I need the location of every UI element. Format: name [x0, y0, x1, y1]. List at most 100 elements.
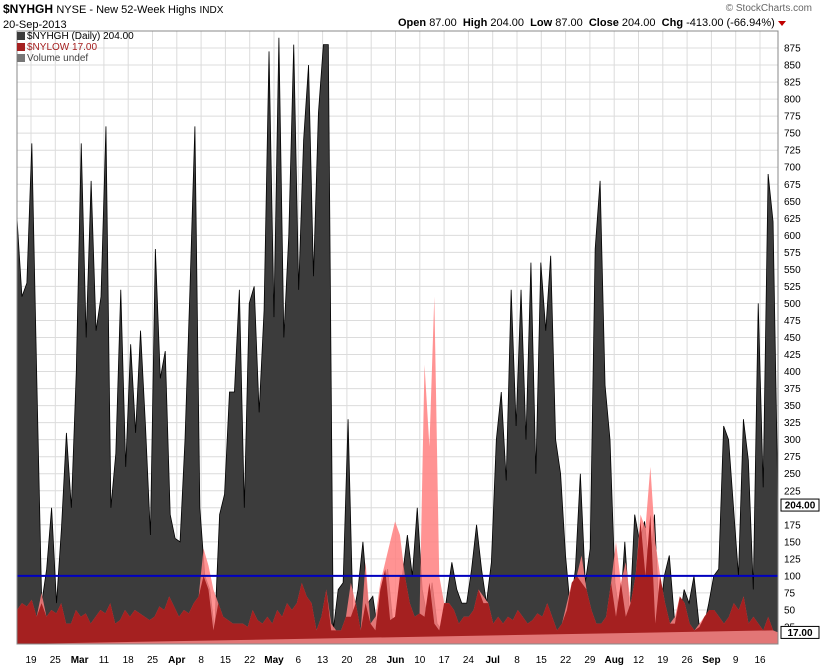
y-tick-label: 750 — [784, 129, 801, 140]
x-tick-label: 8 — [198, 655, 204, 666]
y-tick-label: 850 — [784, 61, 801, 72]
y-tick-label: 875 — [784, 44, 801, 55]
chart-date: 20-Sep-2013 — [3, 19, 67, 31]
y-tick-label: 425 — [784, 350, 801, 361]
y-tick-label: 450 — [784, 333, 801, 344]
open-value: 87.00 — [429, 17, 457, 29]
legend-item-nyhgh: $NYHGH (Daily) 204.00 — [17, 31, 134, 42]
y-tick-label: 675 — [784, 180, 801, 191]
y-tick-label: 625 — [784, 214, 801, 225]
legend-item-nylow: $NYLOW 17.00 — [17, 42, 97, 53]
low-value: 87.00 — [555, 17, 583, 29]
x-tick-label: 25 — [147, 655, 159, 666]
x-tick-label: 16 — [754, 655, 766, 666]
y-tick-label: 400 — [784, 367, 801, 378]
nylow-area — [17, 296, 778, 644]
y-tick-label: 275 — [784, 452, 801, 463]
y-tick-label: 225 — [784, 486, 801, 497]
x-tick-label: 11 — [99, 655, 110, 666]
x-tick-label: 17 — [439, 655, 451, 666]
bar-icon — [17, 54, 25, 62]
last-value-tag-lows-box — [780, 625, 820, 639]
y-tick-label: 600 — [784, 231, 801, 242]
x-tick-label: 10 — [414, 655, 426, 666]
x-tick-label: 15 — [220, 655, 232, 666]
x-tick-label: 8 — [514, 655, 520, 666]
x-tick-label: 28 — [366, 655, 378, 666]
y-tick-label: 800 — [784, 95, 801, 106]
x-tick-label: Jun — [387, 655, 405, 666]
x-tick-label: Sep — [702, 655, 720, 666]
y-tick-label: 575 — [784, 248, 801, 259]
y-tick-label: 725 — [784, 146, 801, 157]
y-tick-label: 250 — [784, 469, 801, 480]
y-tick-label: 175 — [784, 520, 801, 531]
last-value-tag-highs-box — [780, 498, 820, 512]
y-tick-label: 550 — [784, 265, 801, 276]
x-tick-label: Apr — [168, 655, 185, 666]
close-label: Close — [588, 17, 619, 29]
symbol-description: NYSE - New 52-Week Highs — [56, 4, 197, 16]
y-axis: 2550751001251501752002252502753003253503… — [784, 44, 801, 634]
y-tick-label: 300 — [784, 435, 801, 446]
y-tick-label: 650 — [784, 197, 801, 208]
y-tick-label: 50 — [784, 605, 796, 616]
x-axis: 19 25 Mar 11 18 25 Apr 8 15 22 May 6 13 20 28 Jun 10 17 24… — [25, 655, 766, 666]
x-tick-label: Aug — [604, 655, 623, 666]
x-tick-label: 24 — [463, 655, 475, 666]
x-tick-label: 13 — [317, 655, 329, 666]
ohlc-readout: Open 87.00 High 204.00 Low 87.00 Close 2… — [398, 17, 786, 29]
x-tick-label: 12 — [633, 655, 645, 666]
exchange: INDX — [199, 5, 224, 16]
legend-label-volume: Volume undef — [27, 53, 89, 64]
x-tick-label: 19 — [657, 655, 669, 666]
down-arrow-icon — [777, 20, 786, 26]
area-icon — [17, 32, 25, 40]
x-tick-label: 15 — [536, 655, 548, 666]
open-label: Open — [398, 17, 427, 29]
high-label: High — [462, 17, 488, 29]
x-tick-label: 6 — [296, 655, 302, 666]
x-tick-label: 20 — [341, 655, 353, 666]
high-value: 204.00 — [490, 17, 525, 29]
symbol: $NYHGH — [3, 2, 54, 16]
plot-frame — [16, 30, 779, 645]
area-icon — [17, 43, 25, 51]
chg-label: Chg — [661, 17, 684, 29]
low-label: Low — [530, 17, 553, 29]
x-tick-label: 18 — [123, 655, 135, 666]
y-tick-label: 375 — [784, 384, 801, 395]
y-tick-label: 700 — [784, 163, 801, 174]
last-value-tags: 204.00 17.00 — [780, 498, 820, 639]
x-tick-label: Jul — [485, 655, 500, 666]
symbol-title: $NYHGH NYSE - New 52-Week Highs INDX — [3, 2, 223, 16]
y-tick-label: 325 — [784, 418, 801, 429]
legend-label-nylow: $NYLOW 17.00 — [27, 42, 98, 53]
y-tick-label: 525 — [784, 282, 801, 293]
last-value-tag-highs-text: 204.00 — [785, 501, 816, 512]
stockcharts-credit[interactable]: © StockCharts.com — [725, 3, 812, 14]
y-tick-label: 100 — [784, 571, 801, 582]
y-tick-label: 125 — [784, 554, 801, 565]
legend-item-volume: Volume undef — [17, 53, 88, 64]
x-tick-label: 22 — [560, 655, 572, 666]
x-tick-label: 19 — [25, 655, 37, 666]
y-tick-label: 825 — [784, 78, 801, 89]
x-tick-label: May — [264, 655, 284, 666]
y-tick-label: 475 — [784, 316, 801, 327]
x-tick-label: 22 — [244, 655, 256, 666]
y-tick-label: 350 — [784, 401, 801, 412]
x-tick-label: 25 — [50, 655, 62, 666]
y-tick-label: 500 — [784, 299, 801, 310]
y-tick-label: 150 — [784, 537, 801, 548]
y-tick-label: 75 — [784, 588, 796, 599]
x-tick-label: 26 — [682, 655, 694, 666]
chart-header: $NYHGH NYSE - New 52-Week Highs INDX © S… — [0, 0, 820, 20]
y-tick-label: 775 — [784, 112, 801, 123]
x-tick-label: 9 — [733, 655, 739, 666]
chg-value: -413.00 (-66.94%) — [686, 17, 775, 29]
close-value: 204.00 — [621, 17, 656, 29]
nylow-area-dark — [17, 514, 774, 644]
x-tick-label: 29 — [584, 655, 596, 666]
